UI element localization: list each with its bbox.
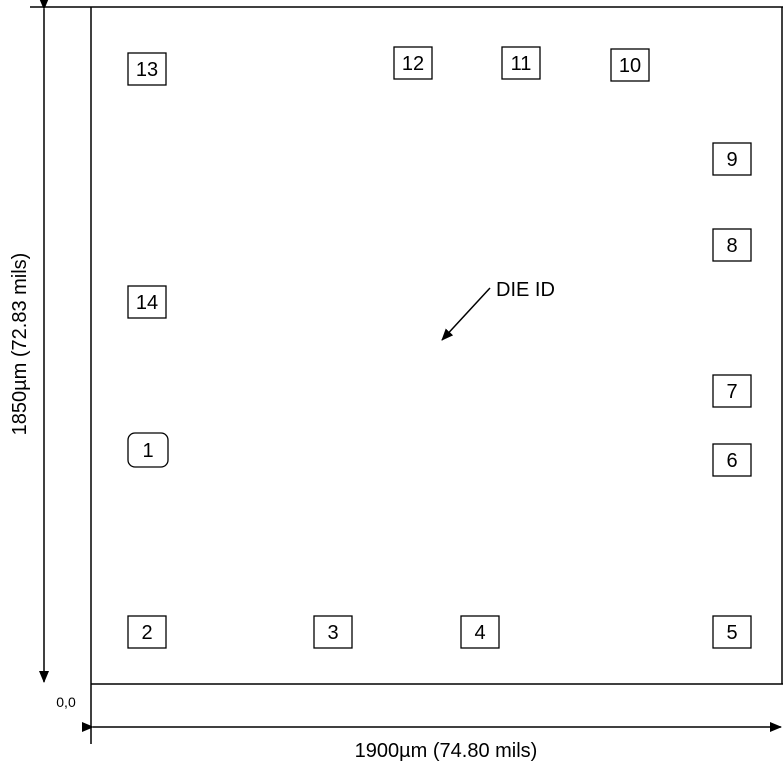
pad-8: 8 <box>712 228 752 262</box>
pad-8-label: 8 <box>726 235 737 257</box>
pad-13: 13 <box>127 52 167 86</box>
pad-9: 9 <box>712 142 752 176</box>
pad-3-label: 3 <box>327 622 338 644</box>
pad-1-label: 1 <box>142 440 153 462</box>
pad-7-label: 7 <box>726 381 737 403</box>
pad-13-label: 13 <box>136 59 158 81</box>
width-label: 1900µm (74.80 mils) <box>355 740 538 762</box>
pad-14-label: 14 <box>136 292 158 314</box>
origin-label: 0,0 <box>56 694 76 710</box>
pad-3: 3 <box>313 615 353 649</box>
bond-pads: 13 12 11 10 9 8 14 7 <box>127 46 752 649</box>
die-outline <box>90 6 783 685</box>
pad-2-label: 2 <box>141 622 152 644</box>
pad-4: 4 <box>460 615 500 649</box>
height-dimension-arrow <box>30 0 91 683</box>
pad-12-label: 12 <box>402 53 424 75</box>
pad-10-label: 10 <box>619 55 641 77</box>
pad-14: 14 <box>127 285 167 319</box>
pad-6-label: 6 <box>726 450 737 472</box>
width-dimension-arrow <box>82 684 782 744</box>
die-id-arrow <box>441 287 491 341</box>
pad-12: 12 <box>393 46 433 80</box>
pad-7: 7 <box>712 374 752 408</box>
pad-4-label: 4 <box>474 622 485 644</box>
pad-5: 5 <box>712 615 752 649</box>
height-label: 1850µm (72.83 mils) <box>9 253 31 436</box>
pad-11: 11 <box>501 46 541 80</box>
pad-10: 10 <box>610 48 650 82</box>
pad-5-label: 5 <box>726 622 737 644</box>
pad-9-label: 9 <box>726 149 737 171</box>
die-id-label: DIE ID <box>496 279 555 301</box>
pad-2: 2 <box>127 615 167 649</box>
pad-6: 6 <box>712 443 752 477</box>
pad-1: 1 <box>127 432 169 468</box>
pad-11-label: 11 <box>511 53 532 75</box>
